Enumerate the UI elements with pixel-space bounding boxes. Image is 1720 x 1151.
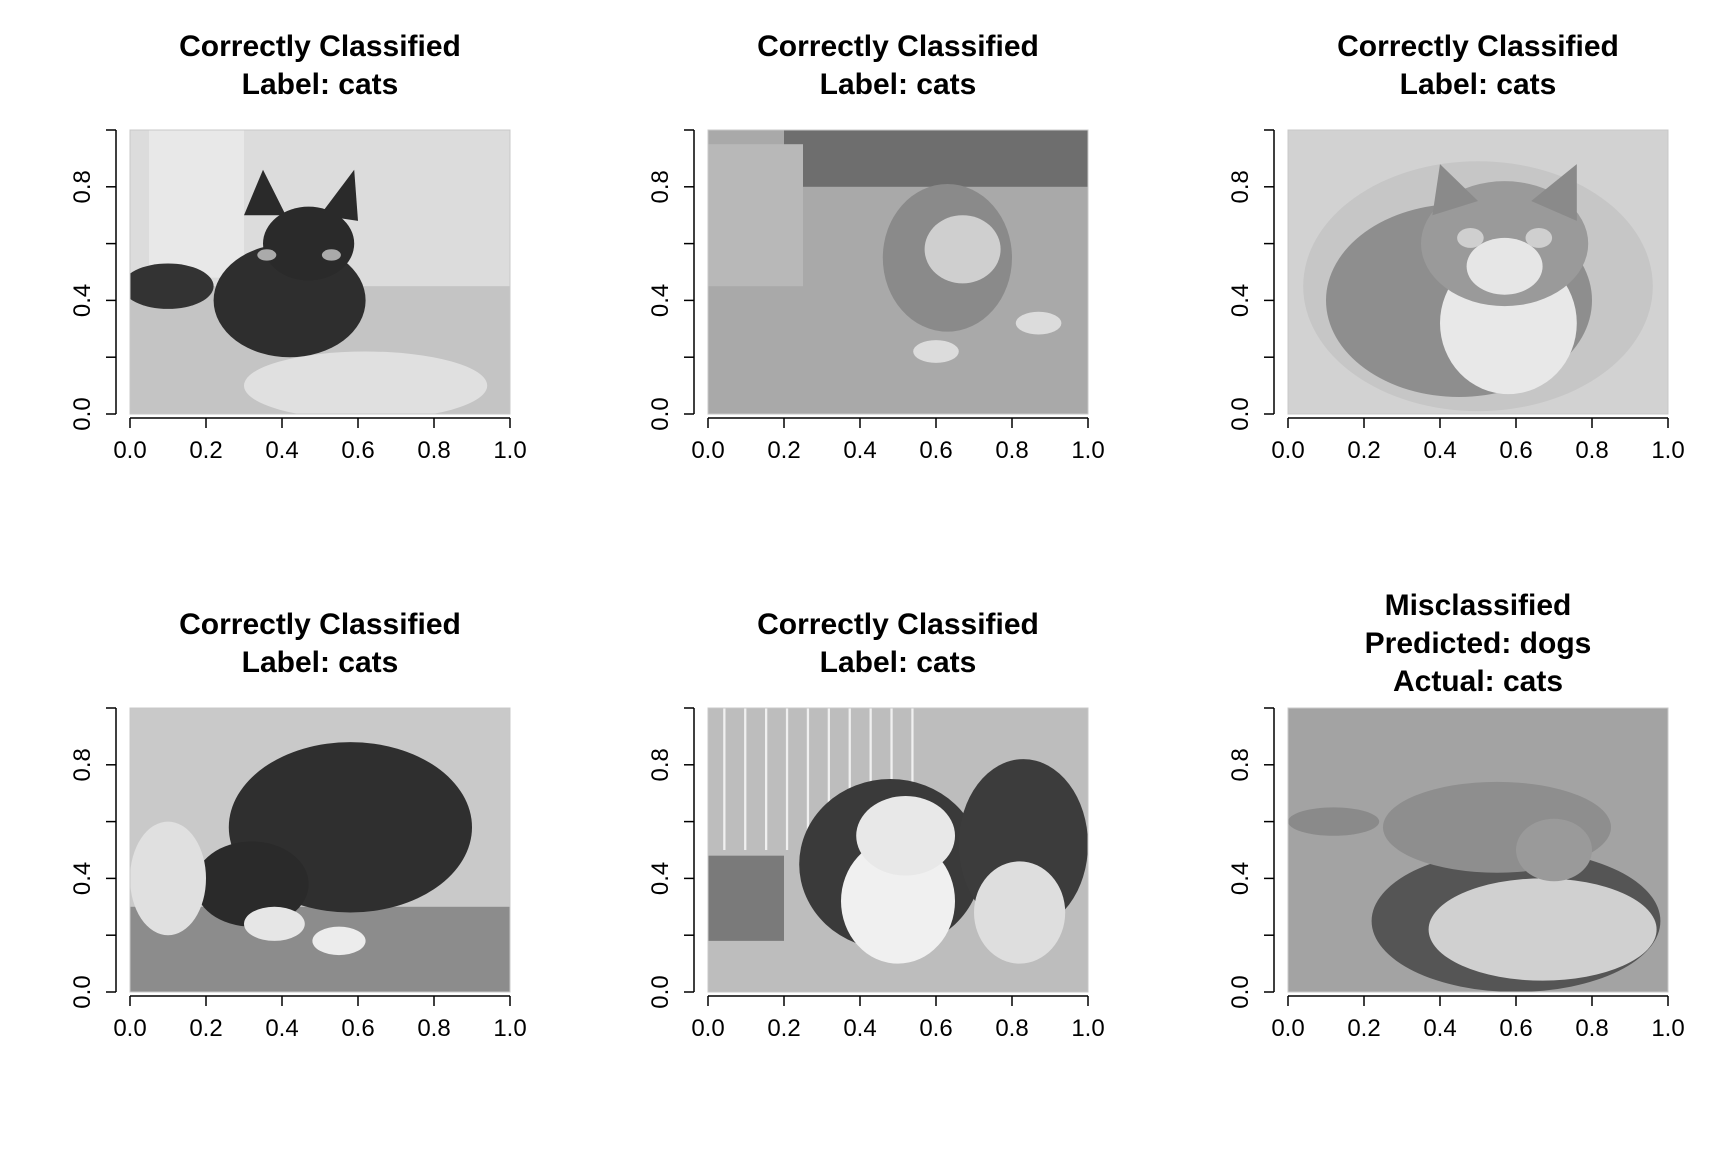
photo-door (149, 130, 244, 278)
x-tick-label: 0.4 (265, 1015, 298, 1042)
photo-cage-bar (765, 708, 767, 850)
photo-kitten-face (925, 215, 1001, 283)
photo-cat-paw (312, 927, 365, 955)
chart-svg: 0.0 0.2 0.4 0.6 0.8 1.0 0.0 0.4 0.8 (1158, 0, 1720, 573)
photo-towel (244, 352, 487, 420)
photo-cat-tail (122, 263, 213, 308)
photo-image (122, 130, 510, 420)
x-tick-label: 0.2 (189, 437, 222, 464)
y-tick-label: 0.8 (1227, 748, 1254, 781)
x-tick-label: 0.4 (265, 437, 298, 464)
x-tick-label: 0.6 (341, 1015, 374, 1042)
chart-svg: 0.0 0.2 0.4 0.6 0.8 1.0 0.0 0.4 0.8 (578, 578, 1151, 1151)
chart-svg: 0.0 0.2 0.4 0.6 0.8 1.0 0.0 0.4 0.8 (1158, 578, 1720, 1151)
y-tick-label: 0.0 (1227, 975, 1254, 1008)
x-tick-label: 0.6 (1499, 437, 1532, 464)
x-tick-label: 0.8 (417, 437, 450, 464)
x-tick-label: 0.4 (843, 437, 876, 464)
x-tick-label: 1.0 (493, 437, 526, 464)
photo-cat-eye (1526, 228, 1553, 248)
y-tick-label: 0.4 (69, 862, 96, 895)
x-tick-label: 0.2 (1347, 437, 1380, 464)
photo-cat-chest (974, 861, 1065, 963)
x-tick-label: 0.6 (341, 437, 374, 464)
y-tick-label: 0.4 (1227, 862, 1254, 895)
x-tick-label: 0.8 (995, 1015, 1028, 1042)
x-tick-label: 0.8 (995, 437, 1028, 464)
y-tick-label: 0.4 (647, 284, 674, 317)
y-tick-label: 0.0 (1227, 397, 1254, 430)
x-tick-label: 0.0 (113, 1015, 146, 1042)
photo-cat-muzzle (1467, 238, 1543, 295)
x-tick-label: 0.2 (1347, 1015, 1380, 1042)
y-tick-label: 0.0 (69, 975, 96, 1008)
x-tick-label: 0.8 (1575, 1015, 1608, 1042)
x-tick-label: 0.8 (1575, 437, 1608, 464)
photo-pillow (130, 822, 206, 936)
x-tick-label: 0.0 (691, 1015, 724, 1042)
y-tick-label: 0.8 (69, 748, 96, 781)
y-tick-label: 0.4 (69, 284, 96, 317)
x-tick-label: 0.0 (1271, 437, 1304, 464)
x-tick-label: 0.6 (919, 1015, 952, 1042)
photo-image (708, 130, 1088, 414)
x-tick-label: 1.0 (1071, 437, 1104, 464)
chart-svg: 0.0 0.2 0.4 0.6 0.8 1.0 0.0 0.4 0.8 (0, 578, 573, 1151)
x-tick-label: 1.0 (1651, 1015, 1684, 1042)
x-tick-label: 0.6 (919, 437, 952, 464)
photo-image (1288, 130, 1668, 414)
photo-cat-muzzle (244, 907, 305, 941)
photo-kitten-paw (913, 340, 959, 363)
photo-cat-face (856, 796, 955, 876)
x-tick-label: 0.2 (189, 1015, 222, 1042)
y-tick-label: 0.0 (647, 397, 674, 430)
photo-cage-bar (723, 708, 725, 850)
x-tick-label: 0.0 (113, 437, 146, 464)
x-tick-label: 0.4 (843, 1015, 876, 1042)
x-tick-label: 1.0 (1071, 1015, 1104, 1042)
chart-svg: 0.0 0.2 0.4 0.6 0.8 1.0 0.0 0.4 0.8 (578, 0, 1151, 573)
x-tick-label: 1.0 (493, 1015, 526, 1042)
y-tick-label: 0.8 (69, 170, 96, 203)
photo-cat-eye (1457, 228, 1484, 248)
y-tick-label: 0.8 (1227, 170, 1254, 203)
x-tick-label: 0.0 (1271, 1015, 1304, 1042)
x-tick-label: 0.8 (417, 1015, 450, 1042)
x-tick-label: 0.4 (1423, 1015, 1456, 1042)
x-tick-label: 0.2 (767, 437, 800, 464)
photo-cage-bar (786, 708, 788, 850)
photo-cage-floor (708, 856, 784, 941)
x-tick-label: 0.4 (1423, 437, 1456, 464)
photo-cat-tree (708, 144, 803, 286)
photo-image (1288, 708, 1668, 992)
x-tick-label: 0.6 (1499, 1015, 1532, 1042)
x-tick-label: 0.2 (767, 1015, 800, 1042)
photo-bed-pad (1429, 878, 1657, 980)
photo-cat-tail (1288, 807, 1379, 835)
photo-kitten-paw (1016, 312, 1062, 335)
y-tick-label: 0.8 (647, 748, 674, 781)
photo-cage-bar (744, 708, 746, 850)
photo-cat-eye (257, 249, 276, 260)
y-tick-label: 0.4 (1227, 284, 1254, 317)
y-tick-label: 0.0 (647, 975, 674, 1008)
y-tick-label: 0.0 (69, 397, 96, 430)
chart-svg: 0.0 0.2 0.4 0.6 0.8 1.0 0.0 0.4 0.8 (0, 0, 573, 573)
photo-cat-head (1516, 819, 1592, 881)
photo-cat-eye (322, 249, 341, 260)
x-tick-label: 1.0 (1651, 437, 1684, 464)
photo-image (130, 708, 510, 992)
y-tick-label: 0.4 (647, 862, 674, 895)
photo-image (708, 708, 1088, 992)
photo-shelf (784, 130, 1088, 187)
x-tick-label: 0.0 (691, 437, 724, 464)
y-tick-label: 0.8 (647, 170, 674, 203)
